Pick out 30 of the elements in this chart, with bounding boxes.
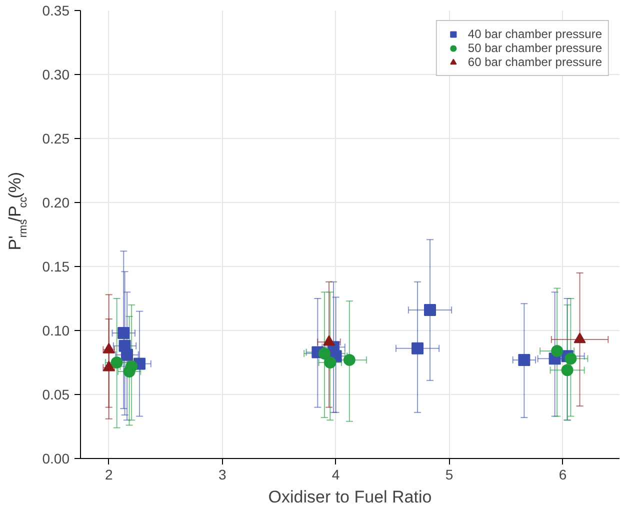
legend-label: 60 bar chamber pressure bbox=[468, 55, 602, 69]
y-axis-title: P'rms/Pcc(%) bbox=[6, 172, 30, 250]
point bbox=[323, 335, 336, 346]
point bbox=[551, 344, 564, 357]
point bbox=[324, 356, 336, 368]
y-tick-label: 0.05 bbox=[42, 386, 70, 402]
y-tick-label: 0.35 bbox=[42, 2, 70, 18]
point bbox=[126, 360, 138, 372]
point bbox=[424, 304, 436, 316]
x-tick-label: 4 bbox=[332, 466, 340, 482]
y-tick-label: 0.25 bbox=[42, 130, 70, 146]
point bbox=[564, 352, 577, 365]
legend-label: 40 bar chamber pressure bbox=[468, 27, 602, 41]
x-axis-title: Oxidiser to Fuel Ratio bbox=[268, 488, 432, 506]
x-tick-label: 5 bbox=[445, 466, 454, 482]
point bbox=[518, 354, 530, 366]
y-tick-label: 0.20 bbox=[42, 194, 70, 210]
x-tick-label: 3 bbox=[218, 466, 226, 482]
x-tick-label: 6 bbox=[558, 466, 567, 482]
y-tick-label: 0.15 bbox=[42, 258, 70, 274]
point bbox=[118, 327, 130, 340]
y-tick-label: 0.30 bbox=[42, 66, 70, 82]
point bbox=[574, 332, 586, 344]
x-tick-label: 2 bbox=[104, 466, 113, 482]
y-tick-label: 0.00 bbox=[42, 450, 70, 466]
point bbox=[561, 364, 574, 376]
point bbox=[121, 348, 134, 361]
legend-label: 50 bar chamber pressure bbox=[468, 41, 602, 55]
y-tick-label: 0.10 bbox=[42, 322, 70, 338]
point bbox=[412, 342, 424, 354]
